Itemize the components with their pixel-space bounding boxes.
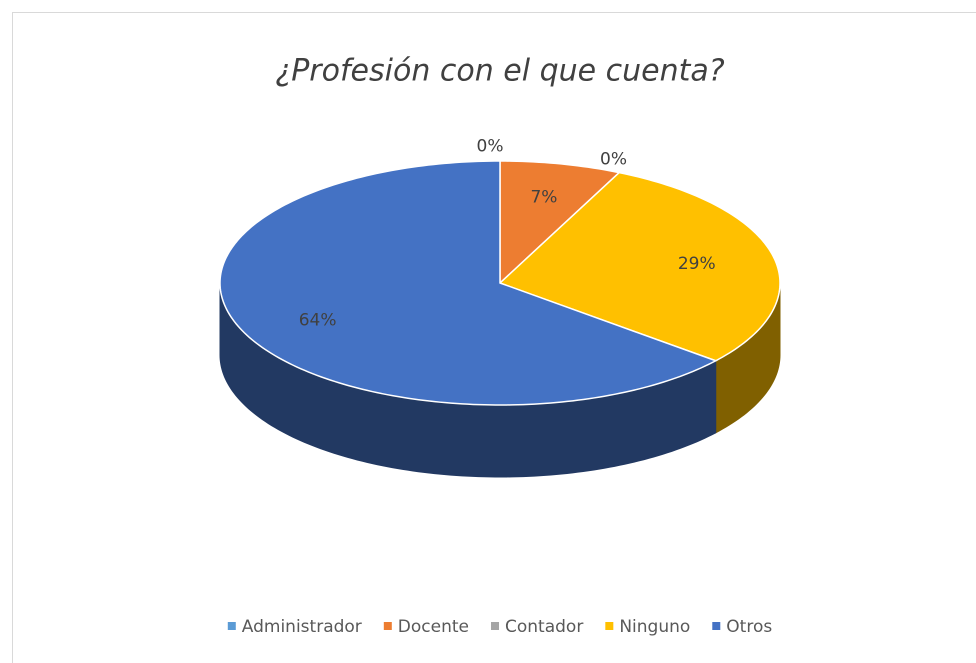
data-label: 0% [477,136,504,156]
data-label: 0% [600,149,627,169]
data-label: 7% [530,187,557,207]
legend-label: Contador [505,617,583,637]
legend-label: Ninguno [619,617,690,637]
pie-slice [499,160,621,285]
pie-slice [498,171,781,362]
legend-label: Docente [398,617,469,637]
chart-title: ¿Profesión con el que cuenta? [275,54,724,89]
legend-marker [712,622,721,630]
pie-slice [219,160,718,406]
legend-marker [491,622,500,630]
legend-marker [227,622,236,630]
legend-label: Otros [726,617,772,637]
legend-marker [605,622,614,630]
data-label: 64% [299,310,337,330]
data-label: 29% [678,254,716,274]
legend-label: Administrador [242,617,362,637]
legend-marker [383,622,392,630]
